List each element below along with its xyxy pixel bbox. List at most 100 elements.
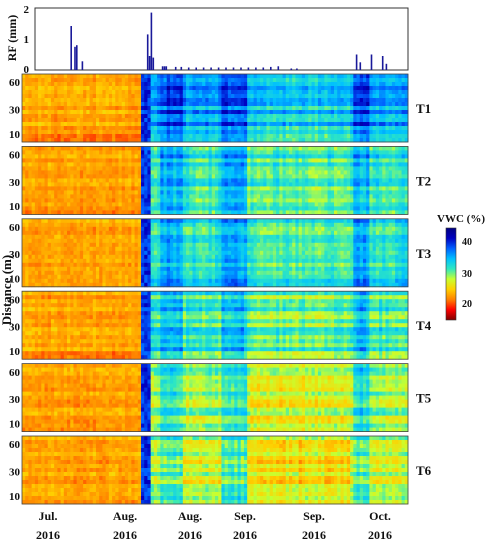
heatmap-cell bbox=[337, 90, 341, 95]
heatmap-cell bbox=[311, 166, 316, 171]
rainfall-bar-29 bbox=[359, 62, 362, 71]
heatmap-cell bbox=[41, 130, 45, 135]
heatmap-cell bbox=[276, 178, 280, 183]
heatmap-cell bbox=[340, 174, 345, 179]
heatmap-cell bbox=[121, 154, 126, 159]
heatmap-cell bbox=[272, 186, 277, 191]
heatmap-cell bbox=[292, 86, 296, 91]
heatmap-cell bbox=[192, 130, 197, 135]
heatmap-cell bbox=[279, 82, 283, 87]
heatmap-cell bbox=[292, 174, 296, 179]
heatmap-cell bbox=[321, 162, 325, 167]
heatmap-cell bbox=[391, 126, 396, 131]
heatmap-cell bbox=[41, 162, 45, 167]
heatmap-cell bbox=[221, 170, 226, 175]
heatmap-cell bbox=[385, 130, 390, 135]
heatmap-cell bbox=[234, 130, 238, 135]
heatmap-cell bbox=[282, 162, 287, 167]
heatmap-cell bbox=[186, 114, 190, 119]
heatmap-cell bbox=[34, 186, 39, 191]
heatmap-cell bbox=[343, 174, 348, 179]
heatmap-cell bbox=[105, 206, 110, 211]
heatmap-cell bbox=[346, 162, 351, 167]
heatmap-cell bbox=[67, 158, 71, 163]
heatmap-cell bbox=[38, 110, 42, 115]
heatmap-cell bbox=[105, 90, 110, 95]
heatmap-cell bbox=[60, 90, 65, 95]
heatmap-cell bbox=[108, 106, 113, 111]
heatmap-cell bbox=[73, 190, 78, 195]
heatmap-cell bbox=[22, 154, 26, 159]
heatmap-cell bbox=[102, 262, 107, 268]
heatmap-cell bbox=[112, 134, 116, 139]
heatmap-cell bbox=[134, 154, 139, 159]
heatmap-cell bbox=[54, 190, 58, 195]
heatmap-cell bbox=[398, 106, 402, 111]
heatmap-cell bbox=[343, 202, 348, 207]
heatmap-cell bbox=[198, 110, 203, 115]
heatmap-cell bbox=[63, 82, 68, 87]
heatmap-cell bbox=[34, 78, 39, 83]
heatmap-cell bbox=[144, 86, 148, 91]
heatmap-cell bbox=[253, 106, 258, 111]
heatmap-cell bbox=[218, 178, 222, 183]
heatmap-cell bbox=[305, 198, 309, 203]
heatmap-cell bbox=[86, 174, 90, 179]
heatmap-cell bbox=[147, 206, 152, 211]
heatmap-cell bbox=[317, 122, 322, 127]
heatmap-cell bbox=[79, 186, 84, 191]
heatmap-cell bbox=[366, 198, 370, 203]
heatmap-cell bbox=[99, 250, 103, 256]
heatmap-cell bbox=[395, 106, 399, 111]
heatmap-cell bbox=[41, 238, 45, 244]
heatmap-cell bbox=[379, 210, 383, 215]
heatmap-cell bbox=[38, 258, 42, 264]
heatmap-cell bbox=[195, 210, 200, 215]
rainfall-bar-9 bbox=[163, 66, 166, 70]
heatmap-cell bbox=[391, 186, 396, 191]
heatmap-cell bbox=[157, 106, 161, 111]
heatmap-cell bbox=[256, 202, 261, 207]
heatmap-cell bbox=[31, 282, 36, 288]
heatmap-cell bbox=[169, 146, 174, 151]
heatmap-cell bbox=[115, 218, 119, 224]
heatmap-cell bbox=[369, 186, 374, 191]
heatmap-cell bbox=[359, 158, 364, 163]
heatmap-cell bbox=[192, 198, 197, 203]
heatmap-cell bbox=[186, 154, 190, 159]
heatmap-cell bbox=[404, 90, 409, 95]
heatmap-cell bbox=[372, 134, 377, 139]
heatmap-cell bbox=[288, 74, 293, 79]
heatmap-cell bbox=[179, 166, 184, 171]
heatmap-cell bbox=[398, 170, 402, 175]
heatmap-cell bbox=[343, 178, 348, 183]
heatmap-cell bbox=[67, 230, 71, 236]
heatmap-cell bbox=[28, 258, 33, 264]
heatmap-cell bbox=[215, 118, 219, 123]
heatmap-cell bbox=[28, 90, 33, 95]
heatmap-cell bbox=[362, 138, 367, 143]
heatmap-cell bbox=[215, 150, 219, 155]
heatmap-cell bbox=[86, 150, 90, 155]
heatmap-cell bbox=[398, 82, 402, 87]
heatmap-cell bbox=[195, 166, 200, 171]
heatmap-cell bbox=[202, 162, 206, 167]
heatmap-cell bbox=[243, 158, 248, 163]
heatmap-cell bbox=[57, 114, 61, 119]
heatmap-cell bbox=[295, 190, 300, 195]
heatmap-cell bbox=[202, 190, 206, 195]
heatmap-cell bbox=[276, 154, 280, 159]
heatmap-cell bbox=[70, 274, 74, 280]
heatmap-cell bbox=[404, 94, 409, 99]
heatmap-cell bbox=[73, 150, 78, 155]
heatmap-cell bbox=[89, 134, 94, 139]
heatmap-cell bbox=[60, 186, 65, 191]
heatmap-cell bbox=[182, 234, 187, 240]
heatmap-cell bbox=[227, 146, 232, 151]
heatmap-cell bbox=[28, 174, 33, 179]
heatmap-cell bbox=[95, 186, 100, 191]
heatmap-cell bbox=[89, 230, 94, 236]
heatmap-cell bbox=[198, 130, 203, 135]
heatmap-cell bbox=[330, 130, 335, 135]
heatmap-cell bbox=[31, 154, 36, 159]
